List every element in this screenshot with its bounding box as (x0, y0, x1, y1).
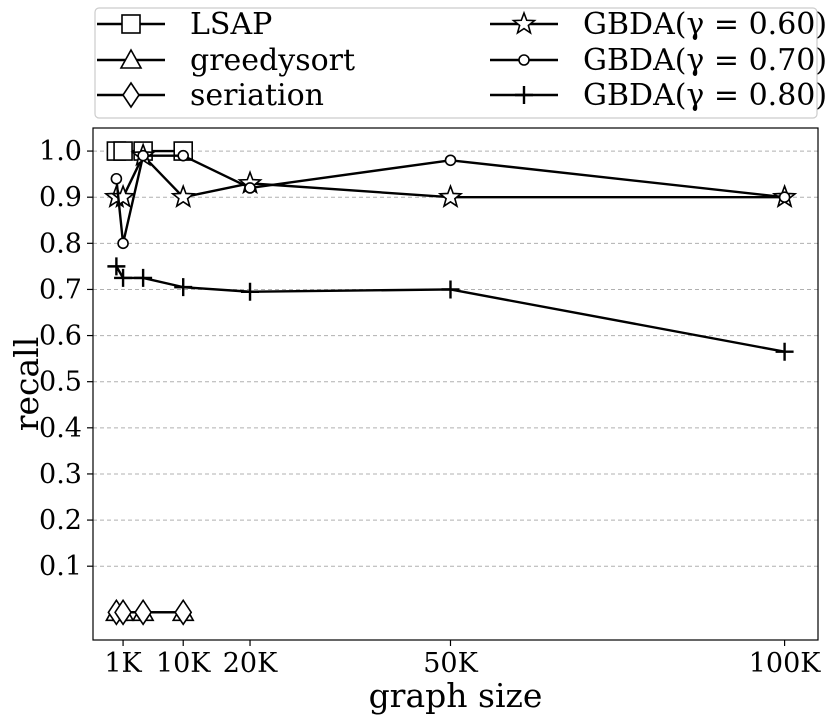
legend-item: seriation (97, 78, 324, 113)
legend-item: greedysort (97, 43, 355, 78)
legend-label: greedysort (190, 43, 355, 78)
legend-label: LSAP (190, 7, 272, 42)
plus-marker (241, 282, 260, 301)
y-tick-label: 0.1 (39, 551, 82, 582)
circle-marker (137, 149, 149, 162)
circle-marker (778, 191, 791, 203)
y-tick-label: 0.4 (39, 413, 82, 444)
legend-box (94, 7, 818, 119)
series-circle (110, 149, 791, 250)
y-tick-label: 0.2 (39, 505, 82, 536)
legend-label: GBDA(γ = 0.70) (583, 43, 827, 78)
legend-item: GBDA(γ = 0.70) (490, 43, 827, 78)
legend-item: GBDA(γ = 0.60) (490, 7, 827, 42)
diamond-marker (134, 598, 153, 626)
x-tick-label: 100K (749, 648, 822, 679)
diamond-marker (174, 598, 193, 626)
plus-marker (775, 342, 794, 361)
y-axis: 0.1 0.2 0.3 0.4 0.5 0.6 0.7 0.8 0.9 1.0 (39, 136, 93, 582)
plus-marker (134, 268, 153, 287)
circle-marker (444, 154, 457, 167)
x-tick-label: 1K (104, 648, 142, 679)
y-tick-label: 0.8 (39, 228, 82, 259)
triangle-marker (119, 48, 143, 69)
x-tick-label: 20K (223, 648, 278, 679)
square-marker (121, 14, 141, 34)
star-marker (511, 10, 537, 35)
legend-label: seriation (190, 78, 324, 113)
diamond-marker (122, 81, 140, 109)
star-marker (110, 183, 136, 208)
legend-label: GBDA(γ = 0.80) (583, 78, 827, 113)
x-axis: 1K 10K 20K 50K 100K (104, 640, 821, 679)
square-marker (113, 141, 133, 161)
plus-marker (174, 278, 193, 297)
series-group (103, 141, 798, 626)
y-tick-label: 0.7 (39, 274, 82, 305)
series-plus (107, 257, 794, 361)
plus-marker (107, 257, 126, 276)
plus-marker (114, 268, 133, 287)
legend-item: GBDA(γ = 0.80) (490, 78, 827, 113)
grid-lines (93, 150, 818, 567)
circle-marker (110, 172, 123, 185)
y-axis-label: recall (7, 337, 46, 432)
y-tick-label: 0.5 (39, 367, 82, 398)
diamond-marker (114, 598, 133, 626)
series-diamond (107, 598, 193, 626)
star-marker (437, 183, 464, 208)
x-axis-label: graph size (369, 676, 543, 715)
plot-frame (92, 127, 819, 641)
y-tick-label: 0.3 (39, 459, 82, 490)
y-tick-label: 1.0 (39, 136, 82, 167)
y-tick-label: 0.6 (39, 321, 82, 352)
circle-marker (117, 237, 129, 250)
y-tick-label: 0.9 (39, 182, 82, 213)
circle-marker (244, 182, 256, 194)
legend-label: GBDA(γ = 0.60) (583, 7, 827, 42)
series-star (103, 142, 798, 208)
series-line (115, 265, 785, 353)
x-tick-label: 50K (423, 648, 478, 679)
circle-marker (177, 149, 190, 162)
x-tick-label: 10K (156, 648, 211, 679)
star-marker (170, 183, 196, 208)
circle-marker (518, 54, 530, 66)
plus-marker (515, 86, 533, 104)
plus-marker (441, 280, 460, 299)
legend-item: LSAP (97, 7, 272, 42)
